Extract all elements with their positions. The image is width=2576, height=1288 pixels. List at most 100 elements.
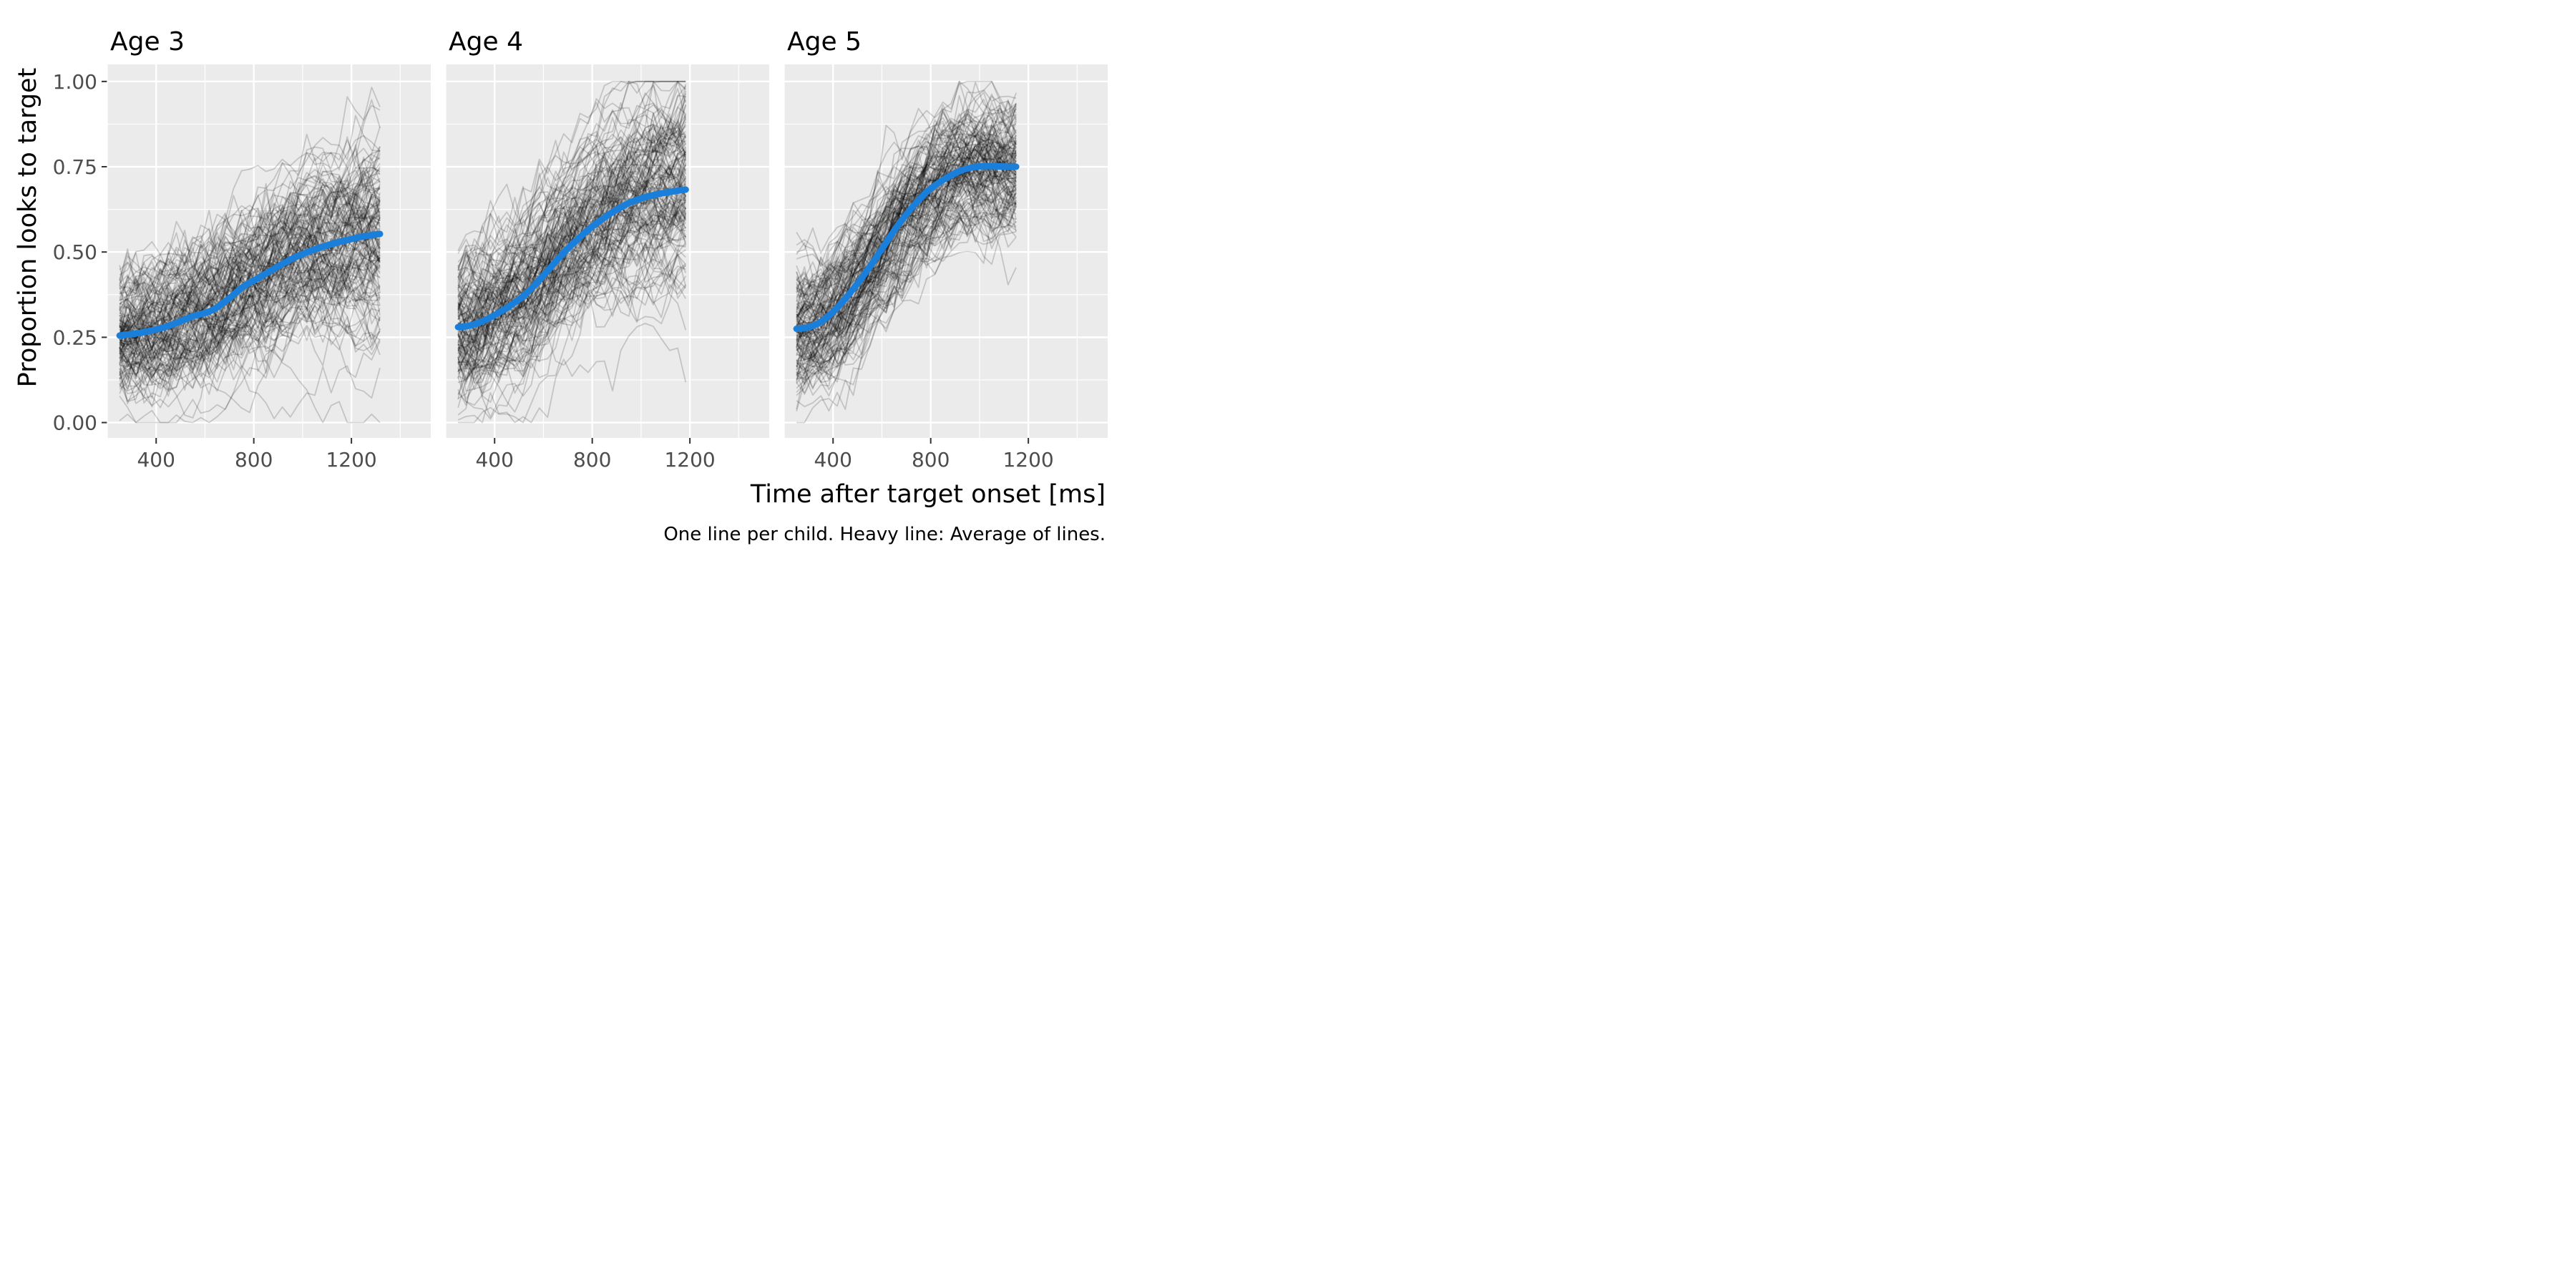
child-line xyxy=(796,80,1017,267)
child-line xyxy=(119,172,381,293)
child-line xyxy=(119,168,381,340)
child-line xyxy=(457,128,687,316)
child-line xyxy=(457,226,687,400)
child-line xyxy=(119,191,381,328)
child-line xyxy=(796,140,1017,324)
child-line xyxy=(119,204,381,368)
child-line xyxy=(457,85,687,294)
y-axis-title: Proportion looks to target xyxy=(14,68,42,388)
child-line xyxy=(457,233,686,363)
child-line xyxy=(457,80,686,282)
child-line xyxy=(457,116,687,289)
child-line xyxy=(796,110,1017,271)
child-line xyxy=(119,189,381,333)
child-line xyxy=(796,128,1017,311)
child-line xyxy=(796,146,1017,328)
child-line xyxy=(796,144,1017,331)
child-line xyxy=(457,142,687,346)
child-line xyxy=(119,144,381,289)
child-line xyxy=(796,170,1017,376)
child-line xyxy=(119,204,381,351)
child-line xyxy=(796,218,1017,389)
child-line xyxy=(119,238,381,369)
x-tick-label: 1200 xyxy=(664,448,715,472)
child-line xyxy=(119,180,381,341)
child-line xyxy=(119,268,381,369)
child-line xyxy=(119,252,381,383)
child-line xyxy=(796,135,1017,361)
child-line xyxy=(457,205,687,383)
child-line xyxy=(457,207,686,372)
child-line xyxy=(457,200,687,366)
child-line xyxy=(796,174,1017,355)
child-line xyxy=(457,172,687,331)
child-line xyxy=(458,275,687,413)
child-line xyxy=(119,220,381,379)
child-line xyxy=(796,189,1017,390)
child-line xyxy=(796,167,1017,372)
child-line xyxy=(457,192,686,384)
child-line xyxy=(119,203,381,318)
child-line xyxy=(457,81,687,329)
child-line xyxy=(796,134,1017,358)
child-line xyxy=(796,157,1017,353)
child-line xyxy=(119,169,381,297)
child-line xyxy=(457,192,687,392)
child-line xyxy=(457,192,687,349)
child-line xyxy=(796,186,1017,381)
child-line xyxy=(796,107,1017,254)
child-line xyxy=(796,148,1017,288)
child-line xyxy=(796,208,1017,381)
child-line xyxy=(457,137,686,333)
child-line xyxy=(457,104,687,328)
child-line xyxy=(457,197,686,343)
child-line xyxy=(796,167,1017,358)
child-line xyxy=(458,164,687,324)
child-line xyxy=(796,140,1017,328)
child-line xyxy=(796,162,1017,338)
x-tick-label: 400 xyxy=(814,448,852,472)
child-line xyxy=(796,166,1017,369)
child-line xyxy=(119,304,381,408)
child-line xyxy=(119,162,381,326)
child-line xyxy=(457,162,687,336)
child-line xyxy=(796,119,1017,300)
child-line xyxy=(119,215,381,356)
child-line xyxy=(119,87,381,291)
child-line xyxy=(119,157,381,343)
child-line xyxy=(796,103,1017,301)
child-line xyxy=(119,213,381,338)
child-line xyxy=(119,293,381,379)
child-line xyxy=(796,137,1017,352)
facet-title: Age 3 xyxy=(110,27,185,57)
child-line xyxy=(457,119,687,271)
child-line xyxy=(119,244,381,343)
child-line xyxy=(796,191,1017,351)
child-line xyxy=(119,240,381,386)
child-line xyxy=(796,200,1017,343)
child-line xyxy=(119,247,381,386)
child-line xyxy=(796,145,1017,396)
child-line xyxy=(119,183,381,366)
y-tick-label: 0.25 xyxy=(53,326,97,349)
child-line xyxy=(119,135,381,308)
child-line xyxy=(458,166,687,366)
child-line xyxy=(457,199,686,321)
child-line xyxy=(119,218,381,335)
child-line xyxy=(457,185,687,316)
child-line xyxy=(796,124,1017,319)
child-line xyxy=(457,80,686,258)
child-line xyxy=(457,208,686,361)
child-line xyxy=(796,114,1017,306)
child-line xyxy=(119,179,381,308)
child-line xyxy=(457,215,686,374)
child-line xyxy=(119,164,381,328)
child-line xyxy=(457,84,687,330)
child-line xyxy=(457,160,687,323)
child-line xyxy=(796,82,1017,293)
child-line xyxy=(457,199,686,357)
child-line xyxy=(119,214,381,335)
facet-title: Age 4 xyxy=(449,27,523,57)
child-line xyxy=(457,120,687,295)
x-tick-label: 800 xyxy=(573,448,611,472)
